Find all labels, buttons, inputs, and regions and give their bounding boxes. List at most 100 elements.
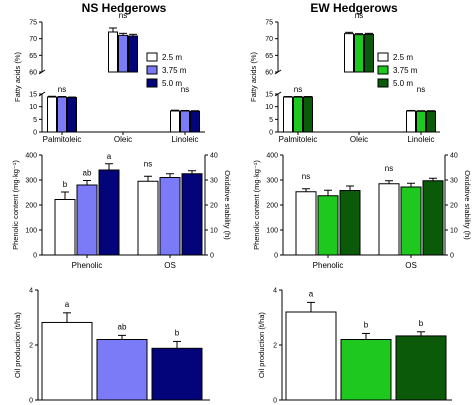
bar: [344, 33, 354, 73]
y2-tick-label: 40: [450, 153, 458, 160]
y-tick-label: 5: [33, 117, 37, 124]
y2-axis-label: Oxidative stability (h): [223, 170, 232, 240]
y-tick-label: 0: [33, 253, 37, 260]
y2-tick-label: 20: [450, 203, 458, 210]
bar: [170, 110, 180, 133]
y-tick-label: 200: [25, 203, 37, 210]
bar: [181, 173, 203, 256]
bar: [118, 34, 128, 73]
bar: [137, 180, 159, 256]
significance-label: ns: [417, 85, 425, 94]
y-tick-label: 4: [273, 288, 277, 295]
y2-tick-label: 40: [210, 153, 218, 160]
bar: [317, 195, 339, 256]
y-axis-label: Phenolic content (mg·kg⁻¹): [252, 160, 261, 250]
bar: [47, 96, 57, 133]
y-tick-label: 0: [33, 130, 37, 137]
category-label: Oleic: [114, 135, 132, 144]
bar: [159, 177, 181, 256]
category-label: Oleic: [350, 135, 368, 144]
y-tick-label: 100: [266, 228, 278, 235]
significance-label: b: [364, 320, 369, 329]
y-tick-label: 300: [25, 178, 37, 185]
significance-label: ns: [302, 172, 310, 181]
bar: [180, 110, 190, 133]
legend-swatch: [146, 78, 158, 88]
legend-label: 2.5 m: [393, 53, 413, 62]
bar: [293, 96, 303, 133]
y-tick-label: 75: [29, 20, 37, 27]
category-label: Phenolic: [313, 261, 344, 270]
y-tick-label: 60: [265, 70, 273, 77]
bar: [98, 169, 120, 256]
legend-swatch: [377, 65, 389, 75]
y-tick-label: 10: [29, 104, 37, 111]
legend-label: 3.75 m: [162, 66, 187, 75]
y-tick-label: 70: [29, 36, 37, 43]
y-tick-label: 400: [266, 153, 278, 160]
y2-tick-label: 10: [210, 228, 218, 235]
legend-swatch: [377, 78, 389, 88]
bar: [426, 110, 436, 133]
y2-tick-label: 0: [450, 253, 454, 260]
significance-label: ab: [83, 169, 92, 178]
y-tick-label: 100: [25, 228, 37, 235]
y2-tick-label: 0: [210, 253, 214, 260]
significance-label: ab: [118, 322, 127, 331]
y-tick-label: 5: [269, 117, 273, 124]
category-label: OS: [164, 261, 176, 270]
bar: [151, 347, 203, 401]
bar: [295, 191, 317, 256]
bar: [41, 321, 93, 401]
significance-label: ns: [385, 164, 393, 173]
bar: [57, 96, 67, 133]
bar: [422, 180, 444, 256]
y-tick-label: 300: [266, 178, 278, 185]
category-label: Linoleic: [171, 135, 198, 144]
bar: [108, 31, 118, 73]
bar: [285, 311, 337, 401]
y-tick-label: 75: [265, 20, 273, 27]
y2-tick-label: 10: [450, 228, 458, 235]
ew-panel-title: EW Hedgerows: [310, 1, 398, 15]
y-tick-label: 0: [269, 130, 273, 137]
y-tick-label: 0: [29, 398, 33, 405]
bar: [354, 34, 364, 73]
y2-tick-label: 30: [210, 178, 218, 185]
bar: [190, 110, 200, 133]
category-label: Palmitoleic: [279, 135, 318, 144]
significance-label: ns: [355, 11, 363, 20]
significance-label: b: [419, 319, 424, 328]
bar: [400, 186, 422, 256]
category-label: Linoleic: [407, 135, 434, 144]
bar: [406, 110, 416, 133]
significance-label: ns: [58, 85, 66, 94]
y-tick-label: 70: [265, 36, 273, 43]
legend-label: 3.75 m: [393, 66, 418, 75]
significance-label: a: [107, 152, 112, 161]
y-tick-label: 2: [273, 343, 277, 350]
bar: [364, 33, 374, 73]
bar: [416, 110, 426, 133]
significance-label: a: [309, 289, 314, 298]
significance-label: ns: [119, 11, 127, 20]
bar: [76, 184, 98, 256]
bar: [283, 96, 293, 133]
y-tick-label: 15: [29, 92, 37, 99]
bar: [340, 339, 392, 401]
bar: [67, 97, 77, 133]
y2-tick-label: 20: [210, 203, 218, 210]
category-label: Phenolic: [72, 261, 103, 270]
y-tick-label: 65: [265, 53, 273, 60]
bar: [395, 335, 447, 401]
y-tick-label: 15: [265, 92, 273, 99]
category-label: OS: [405, 261, 417, 270]
y-tick-label: 0: [274, 253, 278, 260]
category-label: Palmitoleic: [43, 135, 82, 144]
bar: [54, 199, 76, 256]
y-axis-label: Oil production (t/ha): [257, 312, 266, 378]
bar: [303, 96, 313, 133]
significance-label: b: [175, 328, 180, 337]
y-tick-label: 10: [265, 104, 273, 111]
